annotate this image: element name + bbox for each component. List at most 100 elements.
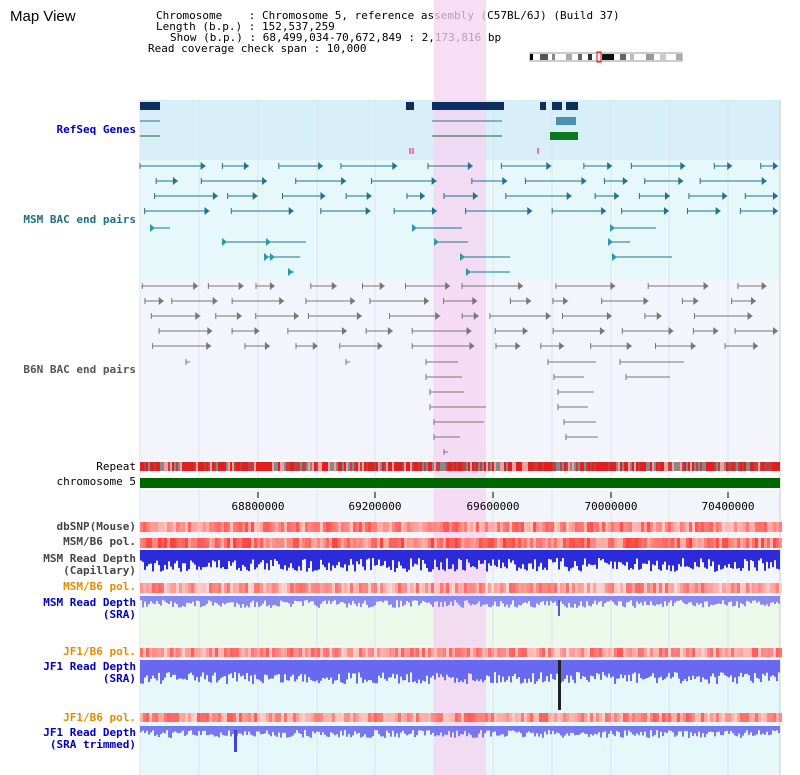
polymorphism-cell: [332, 538, 335, 548]
read-depth-bar: [240, 660, 242, 677]
repeat-segment: [394, 462, 396, 471]
polymorphism-cell: [542, 713, 545, 722]
read-depth-bar: [696, 596, 698, 603]
read-depth-bar: [290, 660, 292, 677]
polymorphism-cell: [428, 538, 431, 548]
read-depth-bar: [742, 660, 744, 677]
read-depth-bar: [458, 726, 460, 737]
polymorphism-cell: [776, 713, 779, 722]
read-depth-bar: [752, 660, 754, 683]
read-depth-bar: [410, 726, 412, 734]
read-depth-bar: [420, 726, 422, 731]
read-depth-bar: [564, 726, 566, 736]
read-depth-bar: [462, 660, 464, 683]
read-depth-bar: [426, 726, 428, 731]
read-depth-bar: [266, 726, 268, 731]
polymorphism-cell: [416, 583, 419, 593]
polymorphism-cell: [761, 522, 764, 532]
repeat-segment: [358, 462, 360, 471]
read-depth-bar: [402, 726, 404, 731]
polymorphism-cell: [242, 648, 245, 657]
msm-bac-pair: [212, 192, 218, 200]
repeat-segment: [390, 462, 392, 471]
read-depth-bar: [460, 726, 462, 735]
b6n-bac-pair: [526, 297, 532, 305]
read-depth-bar: [488, 726, 490, 731]
read-depth-bar: [230, 596, 232, 603]
polymorphism-cell: [329, 713, 332, 722]
read-depth-bar: [390, 550, 392, 570]
repeat-segment: [372, 462, 374, 471]
read-depth-bar: [676, 660, 678, 673]
track-label-msm-bac[interactable]: MSM BAC end pairs: [23, 213, 136, 226]
read-depth-bar: [772, 596, 774, 603]
read-depth-bar: [660, 550, 662, 571]
b6n-bac-pair: [238, 282, 244, 290]
read-depth-bar: [428, 596, 430, 603]
polymorphism-cell: [581, 583, 584, 593]
polymorphism-cell: [224, 583, 227, 593]
polymorphism-cell: [365, 583, 368, 593]
read-depth-bar: [488, 550, 490, 564]
polymorphism-cell: [266, 538, 269, 548]
polymorphism-cell: [482, 522, 485, 532]
read-depth-bar: [146, 660, 148, 676]
read-depth-bar: [476, 660, 478, 680]
read-depth-bar: [426, 596, 428, 603]
read-depth-bar: [430, 596, 432, 605]
read-depth-bar: [262, 726, 264, 734]
repeat-segment: [574, 462, 576, 471]
read-depth-bar: [428, 550, 430, 572]
read-depth-bar: [384, 550, 386, 561]
read-depth-bar: [386, 660, 388, 681]
read-depth-bar: [158, 726, 160, 738]
read-depth-bar: [768, 550, 770, 569]
polymorphism-cell: [308, 583, 311, 593]
track-label-refseq-genes[interactable]: RefSeq Genes: [56, 123, 136, 136]
polymorphism-cell: [356, 583, 359, 593]
read-depth-bar: [308, 596, 310, 603]
msm-bac-pair: [431, 177, 437, 185]
read-depth-bar: [254, 660, 256, 675]
read-depth-bar: [250, 550, 252, 564]
polymorphism-cell: [281, 648, 284, 657]
read-depth-bar: [248, 596, 250, 608]
read-depth-bar: [290, 596, 292, 607]
read-depth-bar: [430, 550, 432, 572]
polymorphism-cell: [698, 522, 701, 532]
read-depth-bar: [550, 550, 552, 560]
polymorphism-cell: [632, 713, 635, 722]
read-depth-bar: [636, 660, 638, 683]
read-depth-bar: [518, 550, 520, 568]
polymorphism-cell: [350, 583, 353, 593]
msm-bac-pair: [601, 207, 607, 215]
read-depth-bar: [340, 726, 342, 731]
polymorphism-cell: [449, 713, 452, 722]
polymorphism-cell: [407, 713, 410, 722]
read-depth-bar: [610, 726, 612, 731]
read-depth-bar: [762, 726, 764, 734]
read-depth-bar: [648, 726, 650, 738]
read-depth-bar: [444, 596, 446, 602]
read-depth-bar: [724, 726, 726, 732]
read-depth-bar: [750, 550, 752, 561]
polymorphism-cell: [593, 522, 596, 532]
polymorphism-cell: [326, 583, 329, 593]
read-depth-bar: [716, 726, 718, 733]
read-depth-bar: [190, 596, 192, 604]
read-depth-bar: [778, 726, 780, 734]
b6n-bac-pair: [387, 327, 393, 335]
track-label-b6n-bac[interactable]: B6N BAC end pairs: [23, 363, 136, 376]
repeat-segment: [218, 462, 220, 471]
repeat-segment: [468, 462, 470, 471]
polymorphism-cell: [590, 522, 593, 532]
read-depth-bar: [492, 660, 494, 684]
polymorphism-cell: [158, 583, 161, 593]
read-depth-bar: [380, 596, 382, 602]
polymorphism-cell: [509, 583, 512, 593]
repeat-segment: [578, 462, 580, 471]
read-depth-bar: [646, 596, 648, 605]
read-depth-bar: [302, 660, 304, 682]
read-depth-bar: [308, 726, 310, 737]
